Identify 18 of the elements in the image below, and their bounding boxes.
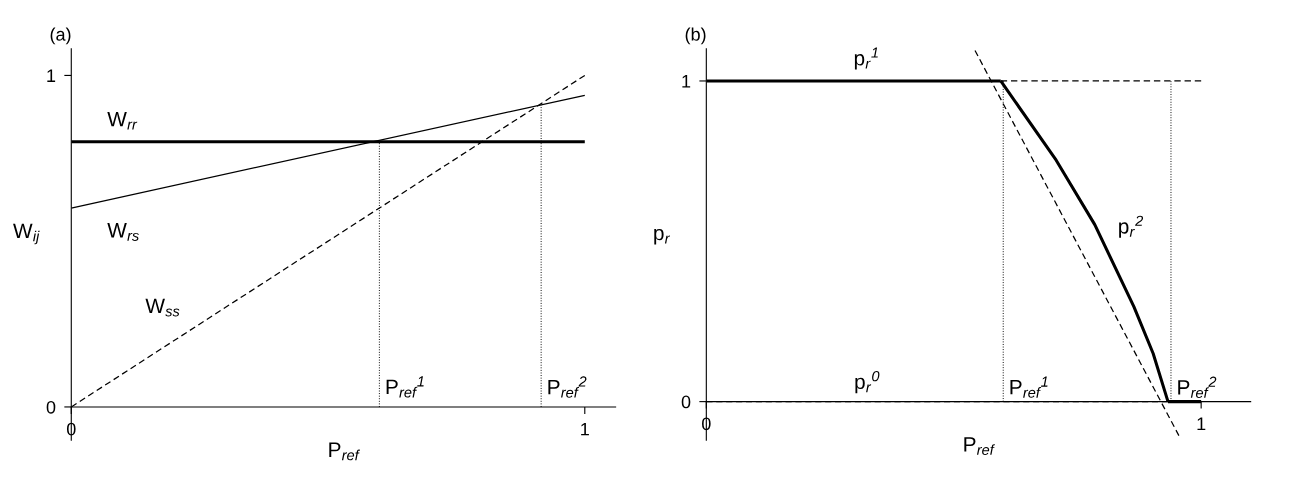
series-label: p$_{r}$$^{0}$ <box>855 371 880 394</box>
chart-title: (b) <box>685 27 706 45</box>
series-label: W$_{rr}$ <box>107 111 138 130</box>
series-label: p$_{r}$$^{2}$ <box>1119 215 1144 238</box>
x-tick-label: 1 <box>581 422 589 436</box>
y-axis-title: W$_{ij}$ <box>13 223 40 245</box>
series-label: P$_{ref}$$^{2}$ <box>1178 376 1217 398</box>
series-label: P$_{ref}$$^{2}$ <box>548 376 587 398</box>
x-axis-title: P$_{ref}$ <box>329 442 360 461</box>
series-label: P$_{ref}$$^{1}$ <box>386 376 424 398</box>
chart-title: (a) <box>50 27 71 45</box>
series-label: W$_{rs}$ <box>107 223 139 241</box>
series-label: W$_{ss}$ <box>145 298 180 317</box>
x-tick-label: 1 <box>1197 417 1206 430</box>
series-label: p$_{r}$$^{1}$ <box>854 47 878 70</box>
series-label: P$_{ref}$$^{1}$ <box>1010 376 1048 398</box>
x-axis-title: P$_{ref}$ <box>964 437 996 456</box>
y-axis-title: p$_{r}$ <box>654 228 671 245</box>
